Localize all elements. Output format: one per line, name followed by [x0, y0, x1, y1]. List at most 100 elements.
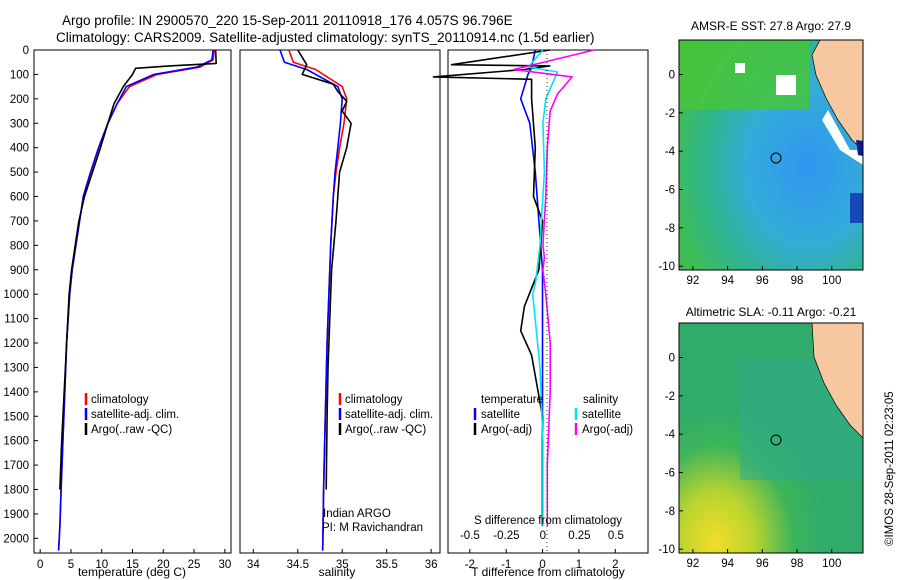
- salinity-panel: 34 34.5 35 35.5 36 salinity climatology sate…: [239, 49, 441, 579]
- coastal-missing-band: [822, 110, 863, 165]
- legend-s-satellite-label: satellite: [582, 409, 621, 421]
- argo-float-marker: [770, 152, 782, 164]
- x-tick-label: 2: [612, 559, 618, 571]
- institution-note: Indian ARGO: [323, 508, 391, 520]
- temperature-axes-frame: [33, 49, 232, 554]
- legend-t-satellite-label: satellite: [481, 409, 520, 421]
- y-tick-label: 1000: [3, 289, 29, 301]
- legend-salinity-head: salinity: [583, 394, 618, 406]
- legend-s-argo-label: Argo(-adj): [582, 424, 633, 436]
- y-tick-label: 500: [10, 167, 29, 179]
- argo-float-marker: [770, 434, 782, 446]
- y-tick-label: 1200: [3, 338, 29, 350]
- series-line-salinity-argo-adj-: [512, 49, 595, 527]
- x-tick-label: 1: [576, 559, 582, 571]
- sla-map-field: [679, 323, 863, 553]
- lon-tick-label: 94: [721, 558, 734, 570]
- legend-temperature-head: temperature: [481, 394, 543, 406]
- lon-tick-label: 96: [756, 275, 769, 287]
- copyright-stamp: ©IMOS 28-Sep-2011 02:23:05: [884, 391, 896, 546]
- x-tick-label: -1: [501, 559, 511, 571]
- lat-tick-label: -2: [665, 391, 675, 403]
- x-tick-label: 0.5: [608, 530, 624, 542]
- difference-x-ticks: -2 -1 0 1 2: [465, 549, 618, 571]
- x-tick-label: 0: [540, 530, 546, 542]
- lon-tick-label: 92: [686, 558, 699, 570]
- sla-map-frame: [678, 322, 864, 554]
- lat-tick-label: -8: [665, 223, 675, 235]
- salinity-legend: climatology satellite-adj. clim. Argo(..…: [338, 393, 433, 436]
- series-line-argo-raw-qc-: [297, 49, 352, 490]
- y-tick-label: 1300: [3, 362, 29, 374]
- sla-map-ticks: 92 94 96 98 100 0 -2 -4 -6 -8 -10: [658, 353, 841, 571]
- lon-tick-label: 92: [686, 275, 699, 287]
- lon-tick-label: 94: [721, 275, 734, 287]
- lon-tick-label: 98: [791, 275, 804, 287]
- lat-tick-label: -2: [665, 108, 675, 120]
- x-tick-label: 0.25: [568, 530, 590, 542]
- x-tick-label: 34: [247, 559, 260, 571]
- difference-legend: temperature salinity satellite Argo(-adj…: [473, 394, 633, 436]
- sst-cool-patch: [850, 193, 863, 223]
- x-tick-label: 0: [539, 559, 545, 571]
- temperature-xlabel: temperature (deg C): [78, 565, 186, 579]
- lat-tick-label: 0: [669, 353, 675, 365]
- x-tick-label: 35.5: [375, 559, 397, 571]
- sst-map-field: [679, 40, 863, 270]
- x-tick-label: 20: [157, 559, 170, 571]
- y-tick-label: 2000: [3, 533, 29, 545]
- temperature-x-ticks: 0 5 10 15 20 25 30: [37, 549, 231, 571]
- lat-tick-label: -10: [658, 261, 675, 273]
- series-line-satellite-adj-clim-: [279, 49, 344, 551]
- x-tick-label: 36: [425, 559, 438, 571]
- y-tick-label: 200: [10, 94, 29, 106]
- lat-tick-label: -4: [665, 146, 676, 158]
- sumatra-coast: [811, 40, 863, 151]
- x-tick-label: 34.5: [287, 559, 309, 571]
- lon-tick-label: 98: [791, 558, 804, 570]
- header-line-1: Argo profile: IN 2900570_220 15-Sep-2011…: [62, 13, 513, 28]
- lat-tick-label: 0: [669, 70, 675, 82]
- depth-y-ticks: 0 100 200 300 400 500 600 700 800 900 1000 1100 1200…: [3, 45, 38, 545]
- y-tick-label: 1600: [3, 436, 29, 448]
- lon-tick-label: 96: [756, 558, 769, 570]
- s-difference-label: S difference from climatology: [474, 515, 622, 527]
- temperature-panel: 0 5 10 15 20 25 30 0 100 200 300 400 500 600 700 800 90…: [3, 45, 232, 579]
- x-tick-label: 10: [95, 559, 108, 571]
- y-tick-label: 1800: [3, 485, 29, 497]
- legend-climatology-label: climatology: [91, 394, 149, 406]
- lat-tick-label: -6: [665, 468, 675, 480]
- sst-map-ticks: 92 94 96 98 100 0 -2 -4 -6 -8 -10: [658, 70, 841, 288]
- y-tick-label: 600: [10, 192, 29, 204]
- difference-xlabel: T difference from climatology: [471, 565, 625, 579]
- lat-tick-label: -8: [665, 506, 675, 518]
- y-tick-label: 400: [10, 143, 29, 155]
- series-line-temperature-argo-adj-: [432, 49, 551, 527]
- y-tick-label: 1100: [4, 314, 29, 326]
- lat-tick-label: -4: [665, 429, 676, 441]
- y-tick-label: 900: [10, 265, 29, 277]
- sst-missing-pixel: [735, 63, 745, 73]
- series-line-climatology: [57, 49, 216, 551]
- x-tick-label: -0.25: [493, 530, 519, 542]
- x-tick-label: 35: [336, 559, 349, 571]
- x-tick-label: 15: [126, 559, 139, 571]
- series-line-argo-raw-qc-: [59, 49, 217, 490]
- y-tick-label: 1700: [3, 460, 29, 472]
- difference-s-ticks: -0.5 -0.25 0 0.25 0.5: [460, 530, 624, 542]
- y-tick-label: 0: [23, 45, 29, 57]
- sst-map-title: AMSR-E SST: 27.8 Argo: 27.9: [691, 19, 851, 33]
- y-tick-label: 1400: [3, 387, 29, 399]
- salinity-axes-frame: [239, 49, 441, 554]
- sst-dark-pixel: [856, 140, 863, 157]
- series-line-salinity-satellite: [527, 49, 559, 527]
- x-tick-label: -2: [465, 559, 475, 571]
- difference-panel: -2 -1 0 1 2 -0.5 -0.25 0 0.25 0.5 S difference f…: [432, 49, 649, 579]
- x-tick-label: 25: [188, 559, 201, 571]
- series-line-satellite-adj-clim-: [57, 49, 214, 551]
- sst-map-frame: [678, 39, 864, 271]
- sst-map-panel: AMSR-E SST: 27.8 Argo: 27.9: [658, 19, 864, 288]
- salinity-x-ticks: 34 34.5 35 35.5 36: [247, 549, 438, 571]
- y-tick-label: 1900: [3, 509, 29, 521]
